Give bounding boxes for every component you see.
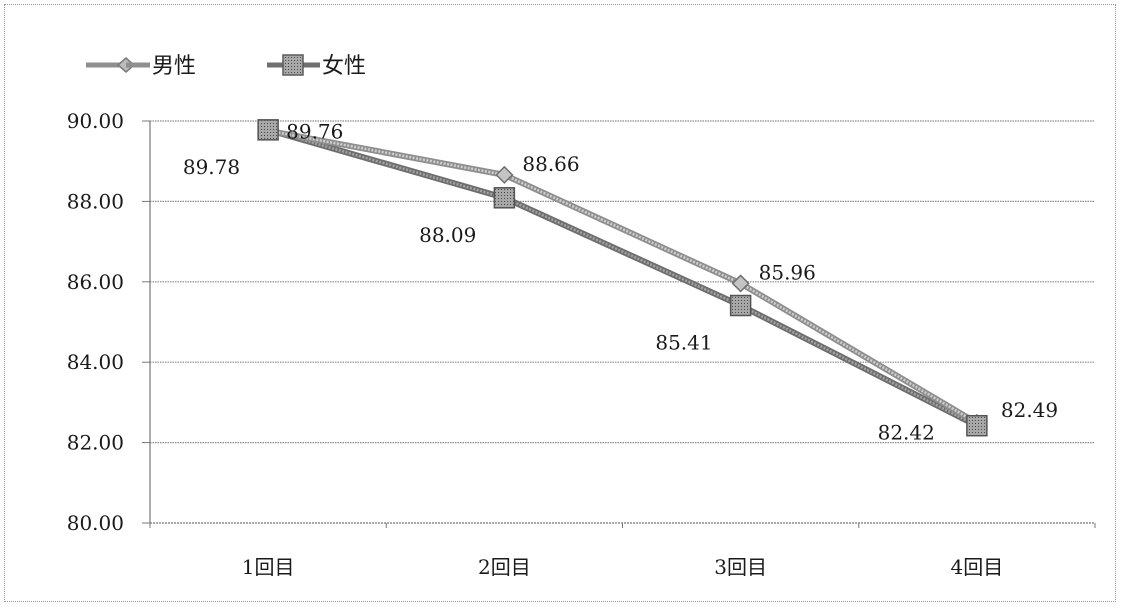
- series-line-female: [267, 128, 978, 427]
- data-labels: 89.76 88.66 85.96 82.49 89.78 88.09 85.41 82.42: [183, 120, 1058, 445]
- series-markers: [257, 119, 988, 437]
- legend-item-female: 女性: [267, 54, 366, 79]
- data-label-female: 82.42: [878, 421, 935, 445]
- gridlines: [150, 120, 1095, 444]
- x-tick-label: 4回目: [951, 555, 1004, 579]
- y-tick-label: 82.00: [67, 431, 124, 455]
- data-label-male: 82.49: [1001, 398, 1058, 422]
- series-line-male: [267, 129, 978, 424]
- x-tick-label: 3回目: [714, 555, 767, 579]
- legend-label-male: 男性: [152, 54, 196, 79]
- y-tick-label: 88.00: [67, 189, 124, 213]
- data-label-female: 88.09: [419, 223, 476, 247]
- series-line-male-outline: [267, 127, 979, 426]
- y-tick-label: 84.00: [67, 350, 124, 374]
- x-tick-label: 1回目: [242, 555, 295, 579]
- chart-frame: [4, 4, 1116, 602]
- x-tick-label: 2回目: [478, 555, 531, 579]
- data-label-female: 89.78: [183, 155, 240, 179]
- square-marker: [966, 414, 988, 437]
- square-marker: [257, 119, 279, 141]
- y-tick-label: 86.00: [67, 270, 124, 294]
- y-tick-label: 80.00: [67, 511, 124, 535]
- diamond-marker: [495, 165, 514, 184]
- data-label-male: 89.76: [286, 120, 343, 144]
- data-label-male: 88.66: [522, 152, 579, 176]
- square-marker: [729, 294, 752, 317]
- data-label-female: 85.41: [655, 331, 712, 355]
- y-tick-label: 90.00: [67, 109, 124, 133]
- series-line-female-outline: [267, 126, 979, 429]
- diamond-marker: [731, 274, 750, 293]
- axes: 90.00 88.00 86.00 84.00 82.00 80.00 1回目 2回目 3回目 4…: [67, 109, 1096, 579]
- square-marker-icon: [282, 54, 304, 76]
- series-lines: [267, 126, 979, 429]
- legend: 男性 女性: [86, 54, 366, 79]
- square-marker: [493, 187, 516, 209]
- legend-item-male: 男性: [86, 54, 196, 79]
- legend-label-female: 女性: [322, 54, 366, 79]
- data-label-male: 85.96: [759, 260, 816, 284]
